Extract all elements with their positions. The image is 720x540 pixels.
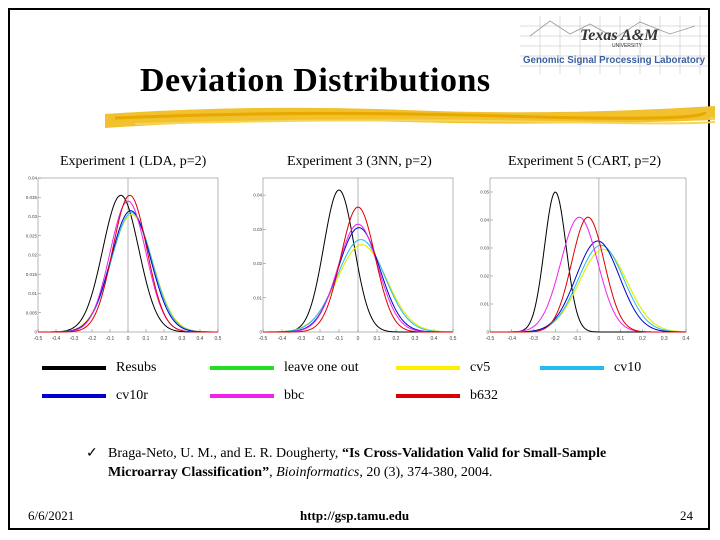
x-tick-label: -0.4: [507, 336, 516, 342]
x-tick-label: -0.4: [278, 336, 287, 342]
y-tick-label: 0.005: [26, 310, 38, 315]
x-tick-label: 0.4: [683, 336, 690, 342]
legend-swatch: [396, 394, 460, 398]
x-tick-label: 0.2: [639, 336, 646, 342]
x-tick-label: 0.3: [179, 336, 186, 342]
y-tick-label: 0: [34, 330, 37, 335]
x-tick-label: 0: [357, 336, 360, 342]
checkmark-icon: ✓: [86, 446, 98, 461]
x-tick-label: -0.1: [573, 336, 582, 342]
x-tick-label: -0.4: [52, 336, 61, 342]
y-tick-label: 0.01: [480, 302, 489, 307]
legend-label: cv10r: [116, 388, 148, 403]
legend-swatch: [540, 366, 604, 370]
y-tick-label: 0.01: [28, 291, 37, 296]
legend: Resubs leave one out cv5 cv10 cv10r bbc …: [0, 354, 720, 414]
y-tick-label: 0.04: [253, 193, 262, 198]
y-tick-label: 0.025: [26, 233, 38, 238]
legend-item-b632: b632: [396, 388, 498, 404]
x-tick-label: 0.4: [197, 336, 204, 342]
x-tick-label: -0.2: [88, 336, 97, 342]
legend-swatch: [42, 394, 106, 398]
legend-swatch: [396, 366, 460, 370]
y-tick-label: 0.02: [28, 253, 37, 258]
legend-item-resubs: Resubs: [42, 360, 156, 376]
x-tick-label: 0.3: [412, 336, 419, 342]
legend-swatch: [42, 366, 106, 370]
experiment-5-title: Experiment 5 (CART, p=2): [508, 154, 661, 169]
page-number: 24: [680, 508, 693, 523]
x-tick-label: -0.5: [34, 336, 43, 342]
x-tick-label: -0.3: [529, 336, 538, 342]
title-underline-decoration: [105, 106, 715, 128]
x-tick-label: 0.1: [617, 336, 624, 342]
x-tick-label: -0.2: [551, 336, 560, 342]
legend-item-leave-one-out: leave one out: [210, 360, 359, 376]
x-tick-label: 0.1: [143, 336, 150, 342]
series-line-b632: [490, 216, 686, 333]
x-tick-label: -0.2: [316, 336, 325, 342]
legend-label: bbc: [284, 388, 305, 403]
y-tick-label: 0.04: [28, 176, 37, 181]
experiment-3-title: Experiment 3 (3NN, p=2): [287, 154, 432, 169]
reference-citation: ✓ Braga-Neto, U. M., and E. R. Dougherty…: [86, 444, 646, 482]
legend-item-cv10r: cv10r: [42, 388, 148, 404]
slide-frame: [8, 8, 710, 530]
y-tick-label: 0.03: [480, 246, 489, 251]
x-tick-label: -0.1: [335, 336, 344, 342]
logo-lab-name: Genomic Signal Processing Laboratory: [523, 54, 705, 66]
slide-title: Deviation Distributions: [140, 62, 491, 99]
x-tick-label: 0: [127, 336, 130, 342]
x-tick-label: -0.5: [259, 336, 268, 342]
y-tick-label: 0.03: [28, 214, 37, 219]
plot-area: [489, 177, 687, 333]
legend-label: cv10: [614, 360, 642, 375]
legend-item-cv5: cv5: [396, 360, 490, 376]
logo-university-subtext: UNIVERSITY: [612, 43, 643, 49]
experiment-1-title: Experiment 1 (LDA, p=2): [60, 154, 207, 169]
experiment-1-plot: -0.5 -0.4 -0.3 -0.2 -0.1 0 0.1 0.2 0.3 0.4 0.5 0 0.0…: [26, 176, 222, 343]
legend-label: leave one out: [284, 360, 359, 375]
x-tick-label: -0.1: [106, 336, 115, 342]
x-tick-label: 0.4: [431, 336, 438, 342]
y-tick-label: 0: [486, 330, 489, 335]
y-tick-label: 0.01: [253, 295, 262, 300]
y-tick-label: 0.015: [26, 272, 38, 277]
series-line-b632: [38, 194, 218, 333]
x-tick-label: -0.3: [70, 336, 79, 342]
x-tick-label: 0: [597, 336, 600, 342]
series-line-bbc: [263, 223, 453, 333]
legend-label: Resubs: [116, 360, 157, 375]
y-tick-label: 0.035: [26, 195, 38, 200]
footer-date: 6/6/2021: [28, 508, 75, 523]
x-tick-label: -0.5: [486, 336, 495, 342]
series-line-cv10: [263, 239, 454, 333]
series-line-b632: [263, 206, 453, 333]
y-tick-label: 0.02: [480, 274, 489, 279]
y-tick-label: 0.02: [253, 261, 262, 266]
legend-swatch: [210, 394, 274, 398]
legend-label: b632: [470, 388, 498, 403]
y-tick-label: 0.04: [480, 218, 489, 223]
legend-item-bbc: bbc: [210, 388, 304, 404]
y-tick-label: 0: [259, 330, 262, 335]
x-tick-label: 0.2: [393, 336, 400, 342]
x-tick-label: 0.5: [450, 336, 457, 342]
legend-item-cv10: cv10: [540, 360, 641, 376]
reference-text: Braga-Neto, U. M., and E. R. Dougherty, …: [108, 446, 607, 480]
gsp-lab-logo: Texas A&M UNIVERSITY Genomic Signal Proc…: [520, 16, 708, 74]
experiment-3-plot: -0.5 -0.4 -0.3 -0.2 -0.1 0 0.1 0.2 0.3 0.4 0.5 0 0.0…: [253, 177, 457, 342]
logo-university-text: Texas A&M: [580, 27, 659, 44]
y-tick-label: 0.05: [480, 190, 489, 195]
legend-label: cv5: [470, 360, 491, 375]
x-tick-label: 0.5: [215, 336, 222, 342]
y-tick-label: 0.03: [253, 227, 262, 232]
legend-swatch: [210, 366, 274, 370]
x-tick-label: -0.3: [297, 336, 306, 342]
x-tick-label: 0.1: [374, 336, 381, 342]
x-tick-label: 0.2: [161, 336, 168, 342]
experiment-5-plot: -0.5 -0.4 -0.3 -0.2 -0.1 0 0.1 0.2 0.3 0.4 0 0.01 0.…: [480, 177, 690, 342]
footer-url[interactable]: http://gsp.tamu.edu: [300, 508, 410, 523]
x-tick-label: 0.3: [661, 336, 668, 342]
